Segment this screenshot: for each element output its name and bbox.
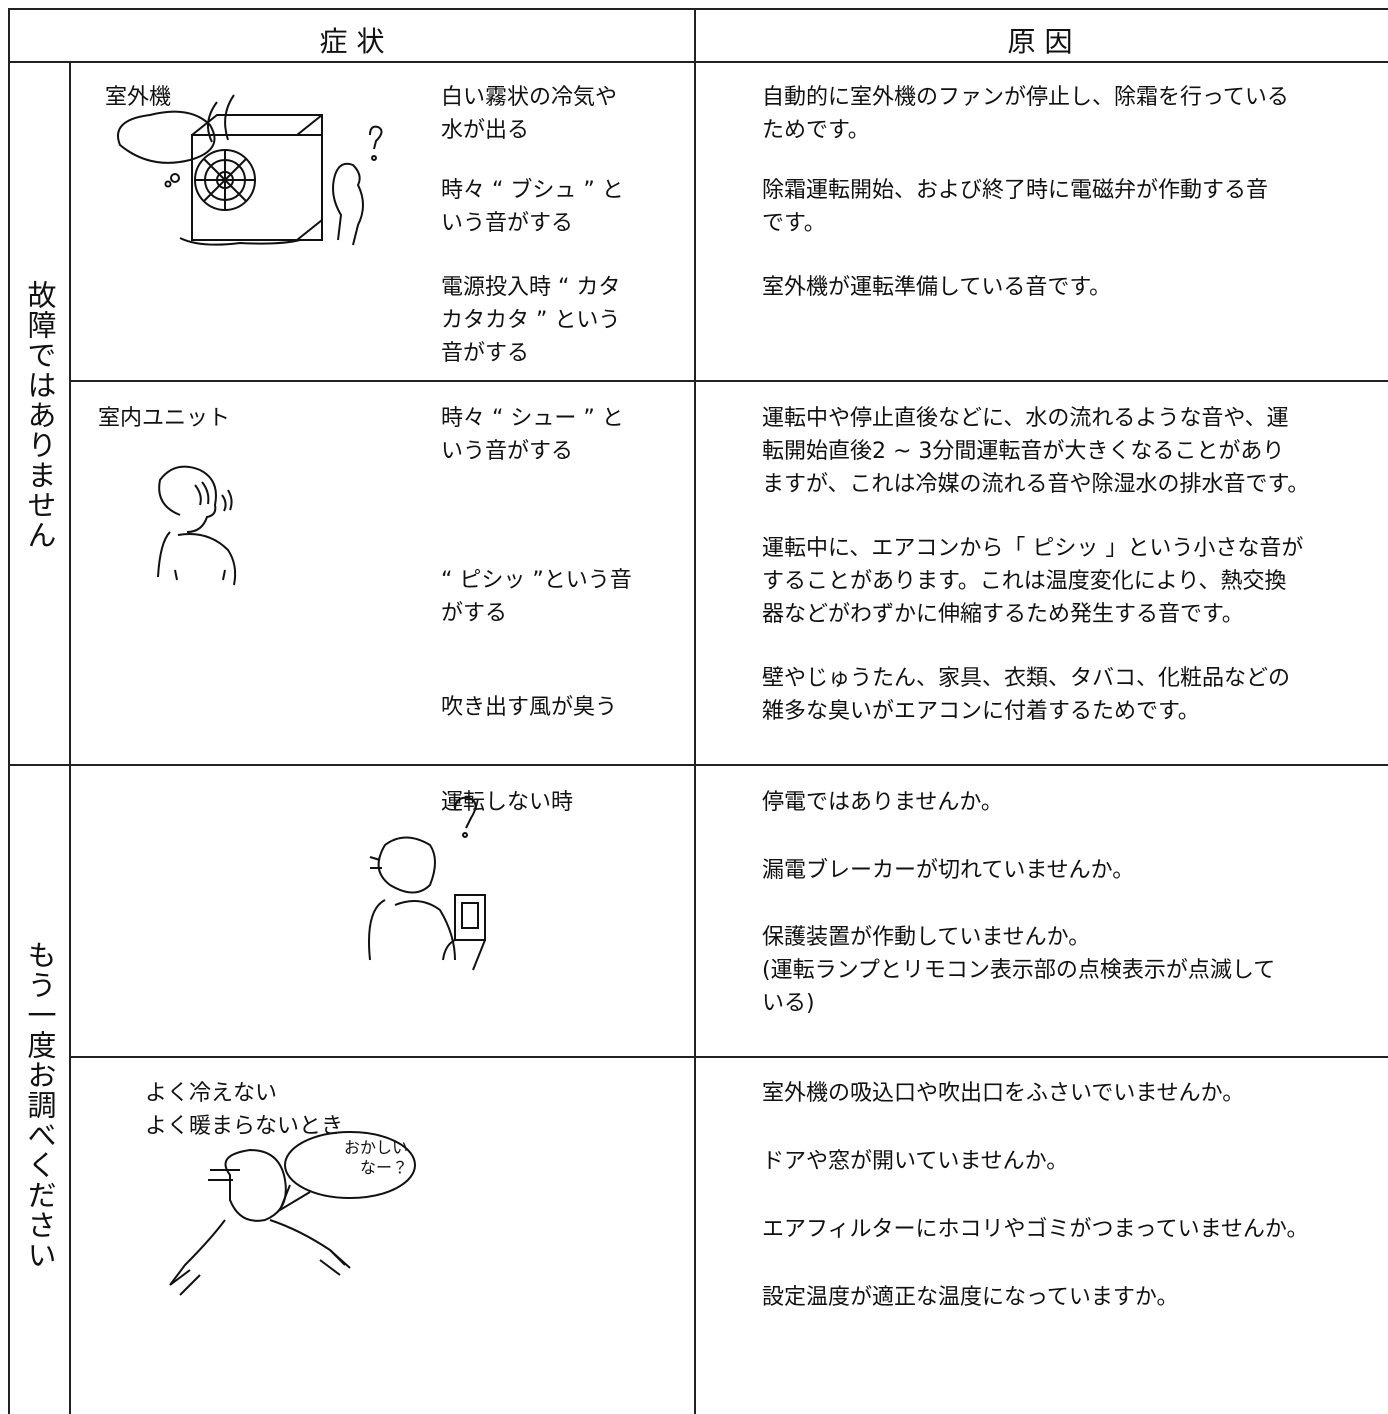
rule [70, 1056, 1388, 1058]
cause: 停電ではありませんか。 [762, 790, 1003, 815]
cause: ドアや窓が開いていませんか。 [762, 1149, 1069, 1174]
rule [8, 764, 1388, 766]
outdoor-unit-illustration [117, 94, 383, 246]
cause: 設定温度が適正な温度になっていますか。 [762, 1285, 1179, 1310]
symptom: 運転しない時 [441, 790, 574, 815]
rule [8, 61, 1388, 63]
symptom: 電源投入時 “ カタ カタカタ ” という 音がする [441, 275, 621, 366]
cause: 漏電ブレーカーが切れていませんか。 [762, 858, 1135, 883]
header-cause: 原 因 [1007, 25, 1073, 58]
cause: 自動的に室外機のファンが停止し、除霜を行っている ためです。 [762, 85, 1289, 143]
cause: 室外機が運転準備している音です。 [762, 275, 1112, 300]
confused-person-illustration [368, 796, 486, 971]
header-symptom: 症 状 [319, 25, 385, 58]
speech-text: おかしい なー？ [343, 1138, 408, 1177]
cause: 運転中に、エアコンから「 ピシッ 」という小さな音が することがあります。これは… [762, 536, 1304, 627]
symptom: 吹き出す風が臭う [441, 695, 618, 720]
symptom: 時々 “ ブシュ ” と いう音がする [441, 178, 624, 236]
puzzled-person-illustration [169, 1131, 416, 1296]
unit-label: 室外機 [105, 85, 172, 110]
cause: 運転中や停止直後などに、水の流れるような音や、運 転開始直後2 ~ 3分間運転音… [762, 406, 1310, 497]
symptom: 白い霧状の冷気や 水が出る [441, 85, 618, 143]
unit-label: 室内ユニット [98, 406, 231, 431]
section-label: もう一度お調べください [23, 940, 57, 1270]
indoor-person-illustration [157, 465, 237, 586]
cause: エアフィルターにホコリやゴミがつまっていませんか。 [762, 1217, 1309, 1242]
cause: 保護装置が作動していませんか。 (運転ランプとリモコン表示部の点検表示が点滅して… [762, 925, 1276, 1016]
cause: 壁やじゅうたん、家具、衣類、タバコ、化粧品などの 雑多な臭いがエアコンに付着する… [762, 666, 1291, 724]
rule [694, 8, 696, 1414]
cause: 室外機の吸込口や吹出口をふさいでいませんか。 [762, 1081, 1245, 1106]
rule [70, 380, 1388, 382]
symptom: よく冷えない よく暖まらないとき [145, 1081, 344, 1139]
rule [8, 8, 1388, 10]
cause: 除霜運転開始、および終了時に電磁弁が作動する音 です。 [762, 178, 1269, 236]
rule [69, 62, 71, 1414]
symptom: 時々 “ シュー ” と いう音がする [441, 406, 624, 464]
rule [8, 8, 10, 1414]
symptom: “ ピシッ ”という音 がする [441, 568, 632, 626]
section-label: 故障ではありません [23, 280, 57, 550]
